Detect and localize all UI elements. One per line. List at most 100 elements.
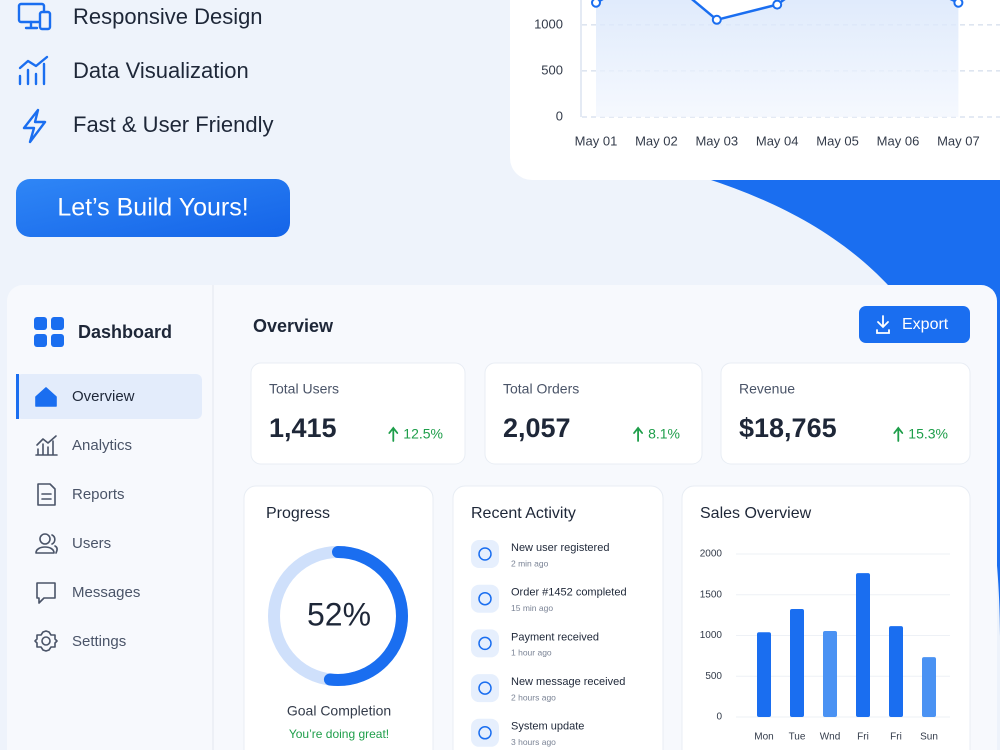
x-tick-label: Wnd (820, 732, 841, 743)
activity-title: Order #1452 completed (511, 587, 627, 599)
x-tick-label: May 05 (816, 133, 859, 148)
stat-arrow (633, 426, 643, 442)
cta-label[interactable]: Let’s Build Yours! (57, 194, 248, 222)
bar (757, 632, 771, 717)
nav-active-bg (16, 374, 202, 419)
y-tick-label: 1000 (534, 16, 563, 31)
panel (243, 485, 434, 750)
panel-title: Progress (266, 505, 330, 522)
export-label[interactable]: Export (902, 316, 949, 333)
feature-text: Data Visualization (73, 58, 249, 83)
y-tick-label: 1000 (700, 630, 723, 641)
y-tick-label: 0 (716, 712, 722, 723)
activity-title: New message received (511, 676, 625, 688)
line-area (596, 0, 959, 117)
x-tick-label: Fri (890, 732, 902, 743)
line-chart: 0 500 1000 May 01 May 02 May 03 May 04 May 05 Ma… (534, 0, 1000, 148)
stat-arrow (893, 426, 904, 442)
nav-item[interactable]: Overview (72, 388, 135, 405)
y-tick-label: 500 (541, 62, 563, 77)
activity-icon-bg (471, 540, 499, 568)
stat-card (250, 362, 466, 465)
panel (452, 485, 664, 750)
nav-item[interactable]: Messages (72, 584, 140, 601)
page-title: Overview (253, 316, 334, 336)
cta-button[interactable] (16, 179, 290, 237)
stat-label: Total Users (269, 381, 339, 397)
activity-title: New user registered (511, 542, 609, 554)
stat-label: Revenue (739, 381, 795, 397)
activity-icon (478, 726, 492, 740)
activity-title: System update (511, 721, 584, 733)
bar (922, 657, 936, 717)
activity-icon-bg (471, 629, 499, 658)
line-point (953, 0, 964, 8)
x-tick-label: May 01 (575, 133, 618, 148)
y-tick-label: 1500 (700, 589, 723, 600)
activity-title: Payment received (511, 631, 599, 643)
activity-icon (478, 681, 492, 695)
x-tick-label: May 07 (937, 133, 980, 148)
progress-note: You’re doing great! (289, 727, 389, 741)
stat-card (720, 362, 971, 465)
plot (591, 0, 964, 117)
activity-icon (478, 591, 492, 606)
stat-arrow (388, 426, 399, 442)
stat-value: 2,057 (503, 413, 571, 443)
bar (823, 631, 837, 717)
activity-time: 1 hour ago (511, 648, 552, 658)
x-tick-label: Fri (857, 732, 869, 743)
x-tick-label: Tue (789, 732, 806, 743)
stat-change: 15.3% (908, 426, 948, 442)
nav-item[interactable]: Analytics (72, 437, 132, 454)
stat-change: 12.5% (403, 426, 443, 442)
activity-icon (478, 636, 492, 651)
x-tick-label: May 03 (695, 133, 738, 148)
y-tick-label: 2000 (700, 549, 723, 560)
panel-title: Recent Activity (471, 505, 576, 522)
x-tick-label: May 02 (635, 133, 678, 148)
activity-list: New user registered 2 min ago Order #1452 … (471, 540, 627, 747)
stat-value: $18,765 (739, 413, 837, 443)
y-tick-label: 500 (705, 671, 722, 682)
nav-active-bar (16, 374, 19, 419)
x-tick-label: Sun (920, 732, 938, 743)
activity-icon (478, 547, 492, 561)
stats-row: Total Users 1,415 12.5% Total Orders 2,057 8.… (250, 362, 971, 465)
line-point (772, 0, 783, 10)
activity-time: 2 hours ago (511, 692, 556, 702)
nav-icons (34, 387, 58, 652)
nav-item[interactable]: Users (72, 535, 111, 552)
x-tick-label: May 04 (756, 133, 799, 148)
stat-value: 1,415 (269, 413, 337, 443)
x-tick-label: Mon (754, 732, 773, 743)
brand-icon (34, 317, 64, 347)
stat-label: Total Orders (503, 381, 579, 397)
bar-chart: 0 500 1000 1500 2000 Mon Tue Wnd Fri Fri Sun (700, 549, 950, 743)
line-point (711, 14, 722, 25)
y-tick-label: 0 (556, 108, 563, 123)
progress-value: 52% (307, 596, 371, 632)
progress-caption: Goal Completion (287, 703, 391, 719)
bar (856, 573, 870, 717)
stat-card (484, 362, 703, 465)
activity-icon-bg (471, 718, 499, 747)
brand-title: Dashboard (78, 322, 172, 342)
activity-time: 3 hours ago (511, 737, 556, 747)
bar (889, 626, 903, 717)
bar (790, 609, 804, 717)
activity-time: 15 min ago (511, 603, 553, 613)
activity-icon-bg (471, 584, 499, 613)
line-point (591, 0, 601, 8)
feature-text: Fast & User Friendly (73, 112, 274, 137)
nav-item[interactable]: Reports (72, 486, 125, 503)
nav-item[interactable]: Settings (72, 633, 126, 650)
export-icon[interactable] (876, 315, 890, 334)
stat-change: 8.1% (648, 426, 680, 442)
activity-icon-bg (471, 674, 499, 703)
feature-text: Responsive Design (73, 4, 263, 29)
feature-icons (17, 2, 52, 144)
panel-title: Sales Overview (700, 505, 812, 522)
